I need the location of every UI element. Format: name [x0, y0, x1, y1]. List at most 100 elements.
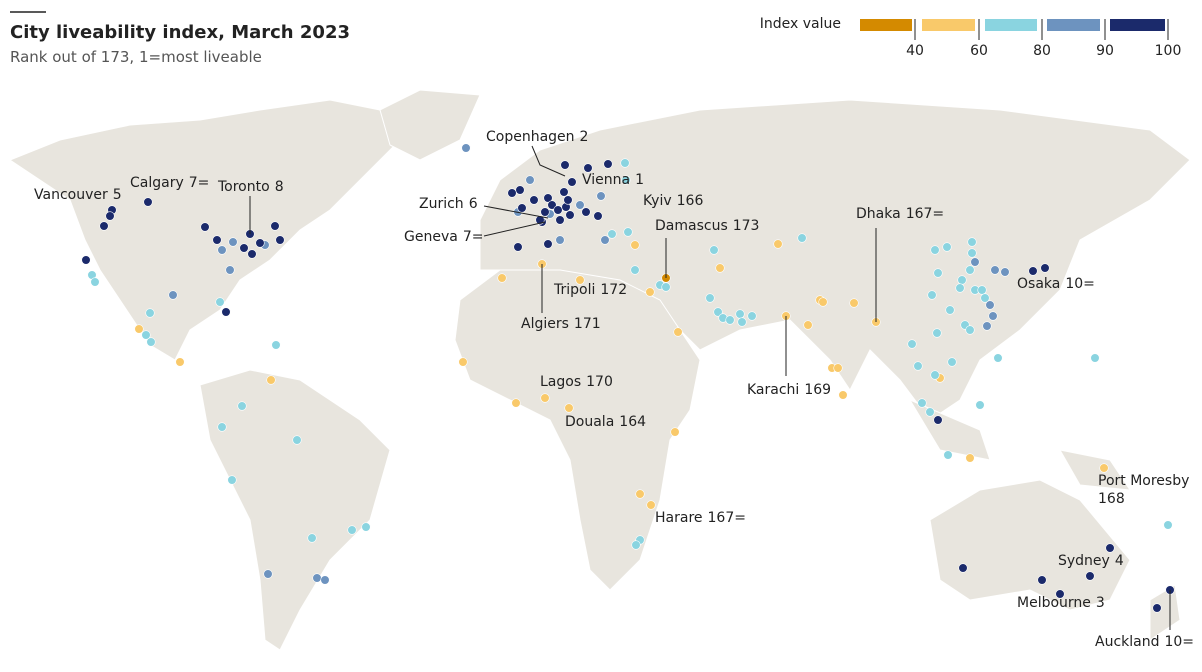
city-dot [347, 525, 357, 535]
city-dot [661, 282, 671, 292]
city-dot [212, 235, 222, 245]
city-dot [145, 308, 155, 318]
city-dot [581, 207, 591, 217]
legend: 40 60 80 90 100 [860, 19, 1181, 59]
city-dot [575, 275, 585, 285]
city-rank: 1 [635, 172, 644, 188]
city-dot [1037, 575, 1047, 585]
city-name: Copenhagen [486, 129, 575, 145]
city-dot [925, 407, 935, 417]
city-dot [705, 293, 715, 303]
city-rank: 167= [708, 510, 746, 526]
city-dot [1090, 353, 1100, 363]
legend-swatch [1047, 19, 1100, 31]
city-dot [320, 575, 330, 585]
city-dot [567, 177, 577, 187]
city-dot [583, 163, 593, 173]
city-rank: 5 [113, 187, 122, 203]
city-dot [1000, 267, 1010, 277]
city-label: Damascus 173 [655, 218, 759, 234]
city-dot [907, 339, 917, 349]
city-dot [507, 188, 517, 198]
city-dot [146, 337, 156, 347]
city-dot [603, 159, 613, 169]
city-dot [957, 275, 967, 285]
city-name: Geneva [404, 229, 458, 245]
legend-tick-label: 80 [1033, 43, 1051, 59]
city-dot [540, 393, 550, 403]
city-dot [555, 235, 565, 245]
city-dot [773, 239, 783, 249]
city-name: Osaka [1017, 276, 1060, 292]
city-dot [247, 249, 257, 259]
city-label: Harare 167= [655, 510, 746, 526]
city-dot [81, 255, 91, 265]
city-dot [266, 375, 276, 385]
city-rank: 172 [600, 282, 627, 298]
city-label: Dhaka 167= [856, 206, 944, 222]
city-label: Zurich 6 [419, 196, 478, 212]
city-dot [200, 222, 210, 232]
city-name: Port Moresby [1098, 473, 1189, 489]
city-dot [713, 307, 723, 317]
city-dot [141, 330, 151, 340]
leader-line [483, 221, 546, 237]
dots [81, 143, 1175, 613]
city-dot [555, 215, 565, 225]
city-rank: 173 [733, 218, 760, 234]
city-dot [833, 363, 843, 373]
city-dot [635, 489, 645, 499]
city-dot [217, 245, 227, 255]
city-name: Toronto [217, 179, 270, 195]
city-rank: 10= [1065, 276, 1095, 292]
city-dot [849, 298, 859, 308]
city-dot [967, 248, 977, 258]
city-name: Auckland [1095, 634, 1159, 650]
city-label: Lagos 170 [540, 374, 613, 390]
city-dot [105, 211, 115, 221]
city-dot [511, 398, 521, 408]
city-dot [271, 340, 281, 350]
city-dot [967, 237, 977, 247]
city-dot [965, 265, 975, 275]
city-dot [947, 357, 957, 367]
city-dot [458, 357, 468, 367]
city-dot [1163, 520, 1173, 530]
city-dot [930, 370, 940, 380]
city-label: Vancouver 5 [34, 187, 122, 203]
city-dot [237, 401, 247, 411]
city-name: Zurich [419, 196, 464, 212]
city-dot [993, 353, 1003, 363]
city-label: Toronto 8 [217, 179, 284, 195]
city-dot [975, 400, 985, 410]
city-rank: 7= [189, 175, 210, 191]
city-rank: 7= [463, 229, 484, 245]
city-rank: 2 [580, 129, 589, 145]
city-dot [1040, 263, 1050, 273]
city-dot [1105, 543, 1115, 553]
labels: Vancouver 5 Calgary 7= Toronto 8 Copenhagen 2 Vi… [34, 129, 1194, 650]
city-dot [988, 311, 998, 321]
city-dot [1028, 266, 1038, 276]
city-rank: 168 [1098, 491, 1125, 507]
city-name: Sydney [1058, 553, 1110, 569]
city-dot [725, 315, 735, 325]
city-dot [221, 307, 231, 317]
city-dot [497, 273, 507, 283]
city-dot [623, 227, 633, 237]
subtitle: Rank out of 173, 1=most liveable [10, 48, 262, 66]
city-name: Vienna [582, 172, 630, 188]
leader-line [483, 205, 549, 219]
city-dot [747, 311, 757, 321]
city-rank: 170 [586, 374, 613, 390]
city-label: Melbourne 3 [1017, 595, 1105, 611]
city-dot [529, 195, 539, 205]
city-dot [818, 297, 828, 307]
city-rank: 6 [469, 196, 478, 212]
city-label: Algiers 171 [521, 316, 601, 332]
city-dot [930, 245, 940, 255]
legend-swatch [985, 19, 1037, 31]
city-name: Calgary [130, 175, 184, 191]
city-dot [737, 317, 747, 327]
city-dot [838, 390, 848, 400]
